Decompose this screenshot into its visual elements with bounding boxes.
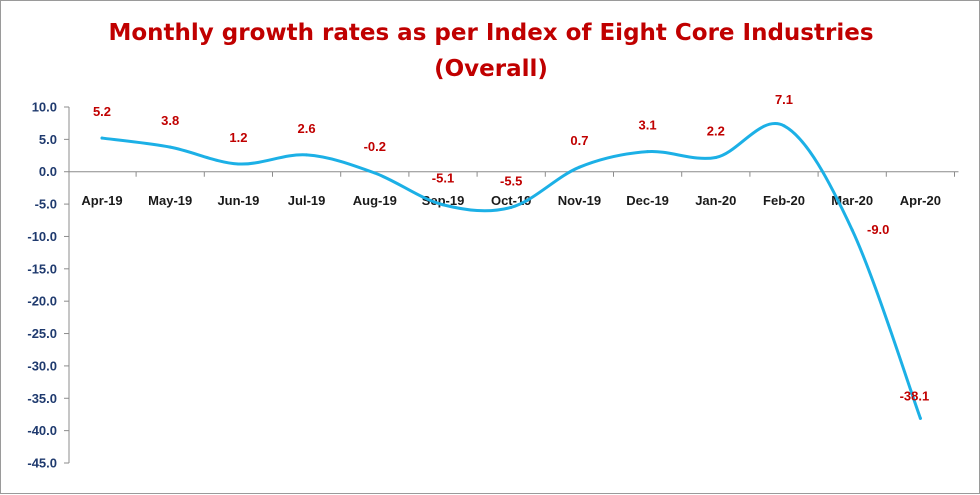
- data-point: [168, 145, 172, 149]
- x-tick-label: Apr-20: [900, 193, 941, 208]
- x-tick-label: Jan-20: [695, 193, 736, 208]
- data-point: [236, 162, 240, 166]
- y-tick-label: -5.0: [35, 197, 57, 212]
- data-point: [850, 228, 854, 232]
- y-tick-label: -45.0: [27, 456, 57, 471]
- x-tick-label: Aug-19: [353, 193, 397, 208]
- series-line: [100, 122, 922, 420]
- x-tick-label: Jun-19: [217, 193, 259, 208]
- data-point: [305, 153, 309, 157]
- data-label: -38.1: [900, 388, 930, 403]
- data-label: -9.0: [867, 222, 889, 237]
- data-point: [577, 165, 581, 169]
- data-label: -0.2: [364, 139, 386, 154]
- data-label: 7.1: [775, 92, 793, 107]
- x-tick-label: May-19: [148, 193, 192, 208]
- data-label: -5.5: [500, 173, 522, 188]
- x-tick-label: Feb-20: [763, 193, 805, 208]
- x-tick-label: Apr-19: [81, 193, 122, 208]
- data-label: 1.2: [229, 130, 247, 145]
- data-label: -5.1: [432, 171, 454, 186]
- data-point: [100, 136, 104, 140]
- y-tick-label: -10.0: [27, 229, 57, 244]
- y-tick-label: 10.0: [32, 100, 57, 115]
- chart-title: Monthly growth rates as per Index of Eig…: [108, 20, 874, 46]
- data-label: 3.1: [639, 118, 657, 133]
- x-tick-label: Sep-19: [422, 193, 465, 208]
- y-tick-label: -15.0: [27, 261, 57, 276]
- data-point: [918, 416, 922, 420]
- chart-subtitle: (Overall): [434, 56, 548, 82]
- x-tick-label: Mar-20: [831, 193, 873, 208]
- data-point: [646, 150, 650, 154]
- y-tick-label: -20.0: [27, 294, 57, 309]
- y-tick-label: 0.0: [39, 164, 57, 179]
- data-point: [714, 155, 718, 159]
- x-tick-label: Jul-19: [288, 193, 326, 208]
- data-point: [782, 124, 786, 128]
- y-tick-label: 5.0: [39, 132, 57, 147]
- data-label: 2.2: [707, 123, 725, 138]
- data-label: 3.8: [161, 113, 179, 128]
- x-tick-label: Dec-19: [626, 193, 669, 208]
- data-point: [441, 203, 445, 207]
- x-tick-label: Nov-19: [558, 193, 601, 208]
- data-label: 5.2: [93, 104, 111, 119]
- y-tick-label: -30.0: [27, 358, 57, 373]
- y-tick-label: -25.0: [27, 326, 57, 341]
- data-point: [373, 171, 377, 175]
- data-label: 2.6: [298, 121, 316, 136]
- data-point: [509, 205, 513, 209]
- y-tick-label: -35.0: [27, 391, 57, 406]
- y-tick-label: -40.0: [27, 423, 57, 438]
- data-label: 0.7: [570, 133, 588, 148]
